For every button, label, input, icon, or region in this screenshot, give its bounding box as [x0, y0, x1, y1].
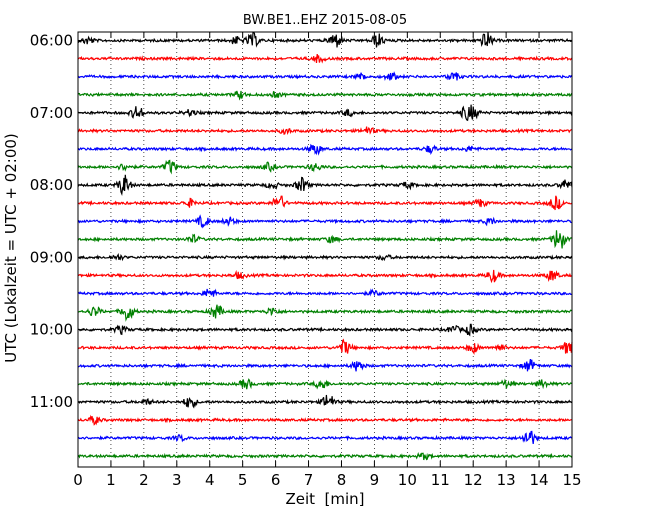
trace-0630 [77, 71, 573, 81]
trace-0700 [77, 104, 573, 122]
x-tick-label: 11 [431, 471, 450, 489]
trace-1100 [77, 394, 573, 409]
x-tick-label: 15 [562, 471, 581, 489]
trace-0900 [77, 253, 573, 262]
chart-title: BW.BE1..EHZ 2015-08-05 [243, 13, 407, 28]
x-tick-label: 0 [73, 471, 83, 489]
trace-0800 [77, 174, 573, 196]
trace-0745 [77, 159, 573, 175]
trace-0945 [77, 304, 573, 322]
plot-frame [77, 31, 573, 468]
x-tick-label: 14 [530, 471, 549, 489]
x-tick-label: 4 [205, 471, 215, 489]
trace-1145 [77, 451, 573, 461]
x-tick-label: 9 [370, 471, 380, 489]
seismic-traces [77, 31, 573, 461]
trace-0815 [77, 195, 573, 211]
y-axis-label: UTC (Lokalzeit = UTC + 02:00) [2, 133, 20, 363]
x-axis-label: Zeit [min] [285, 490, 364, 508]
y-tick-label: 11:00 [30, 393, 73, 411]
trace-1130 [77, 430, 573, 445]
y-tick-label: 10:00 [30, 321, 73, 339]
x-tick-label: 6 [271, 471, 281, 489]
trace-0830 [77, 214, 573, 229]
trace-0645 [77, 90, 573, 101]
x-axis-ticks: 0 1 2 3 4 5 6 7 8 9 10 11 12 13 14 15 [73, 32, 582, 489]
x-tick-label: 8 [337, 471, 347, 489]
trace-1000 [77, 323, 573, 337]
x-tick-label: 1 [106, 471, 116, 489]
trace-0715 [77, 126, 573, 136]
y-tick-label: 08:00 [30, 176, 73, 194]
grid-lines [110, 32, 540, 467]
trace-0915 [77, 269, 573, 284]
trace-1015 [77, 338, 573, 356]
trace-0845 [77, 230, 573, 249]
x-tick-label: 13 [497, 471, 516, 489]
trace-0615 [77, 53, 573, 64]
y-tick-label: 06:00 [30, 32, 73, 50]
x-tick-label: 2 [139, 471, 149, 489]
y-tick-label: 07:00 [30, 104, 73, 122]
y-axis-ticks: 06:00 07:00 08:00 09:00 10:00 11:00 [30, 32, 572, 411]
x-tick-label: 5 [238, 471, 248, 489]
y-tick-label: 09:00 [30, 248, 73, 266]
x-tick-label: 10 [398, 471, 417, 489]
trace-0730 [77, 143, 573, 156]
trace-0600 [77, 31, 573, 48]
x-tick-label: 3 [172, 471, 182, 489]
trace-1115 [77, 414, 573, 426]
trace-0930 [77, 288, 573, 297]
x-tick-label: 7 [304, 471, 314, 489]
trace-1030 [77, 358, 573, 372]
trace-1045 [77, 378, 573, 390]
x-tick-label: 12 [464, 471, 483, 489]
